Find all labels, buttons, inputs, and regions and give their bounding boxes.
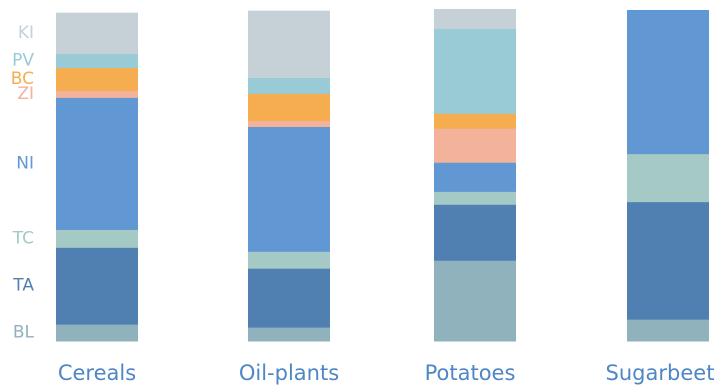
bar-segment-bl-oil-plants <box>248 327 330 342</box>
bar-segment-pv-potatoes <box>434 28 516 114</box>
bar-segment-tc-potatoes <box>434 191 516 205</box>
bar-segment-bc-potatoes <box>434 113 516 129</box>
bar-segment-zi-cereals <box>56 90 138 98</box>
bar-segment-ni-cereals <box>56 97 138 230</box>
category-labels: Cereals Oil-plants Potatoes Sugarbeet <box>58 361 715 385</box>
category-label-cereals: Cereals <box>58 361 136 385</box>
series-label-bc: BC <box>11 69 34 89</box>
category-label-sugarbeet: Sugarbeet <box>606 361 715 385</box>
series-label-pv: PV <box>12 51 34 71</box>
bar-segment-ta-cereals <box>56 247 138 325</box>
bar-segment-bl-sugarbeet <box>627 319 709 342</box>
category-label-potatoes: Potatoes <box>425 361 516 385</box>
series-label-bl: BL <box>13 323 35 343</box>
bar-segment-ni-oil-plants <box>248 126 330 252</box>
series-label-ni: NI <box>16 153 34 173</box>
bar-segment-pv-oil-plants <box>248 77 330 94</box>
series-label-zi: ZI <box>17 84 34 104</box>
bar-segment-ni-potatoes <box>434 162 516 192</box>
bar-segment-bc-cereals <box>56 67 138 91</box>
bar-segment-ta-oil-plants <box>248 268 330 328</box>
bar-segment-ki-cereals <box>56 12 138 55</box>
bar-segment-tc-oil-plants <box>248 251 330 269</box>
series-label-ki: KI <box>18 23 34 43</box>
bar-segment-ta-sugarbeet <box>627 201 709 320</box>
bars-layer <box>56 9 709 342</box>
bar-segment-pv-cereals <box>56 53 138 69</box>
bar-segment-tc-cereals <box>56 229 138 248</box>
bar-segment-zi-potatoes <box>434 128 516 163</box>
category-label-oil-plants: Oil-plants <box>239 361 339 385</box>
series-label-tc: TC <box>12 228 34 248</box>
bar-segment-bl-cereals <box>56 324 138 342</box>
bar-segment-ni-sugarbeet <box>627 10 709 155</box>
bar-segment-zi-oil-plants <box>248 120 330 128</box>
bar-segment-tc-sugarbeet <box>627 153 709 203</box>
bar-segment-ki-oil-plants <box>248 10 330 79</box>
series-label-ta: TA <box>12 276 34 296</box>
bar-segment-bc-oil-plants <box>248 93 330 122</box>
bar-segment-ta-potatoes <box>434 204 516 261</box>
bar-segment-ki-potatoes <box>434 9 516 30</box>
bar-segment-bl-potatoes <box>434 260 516 342</box>
